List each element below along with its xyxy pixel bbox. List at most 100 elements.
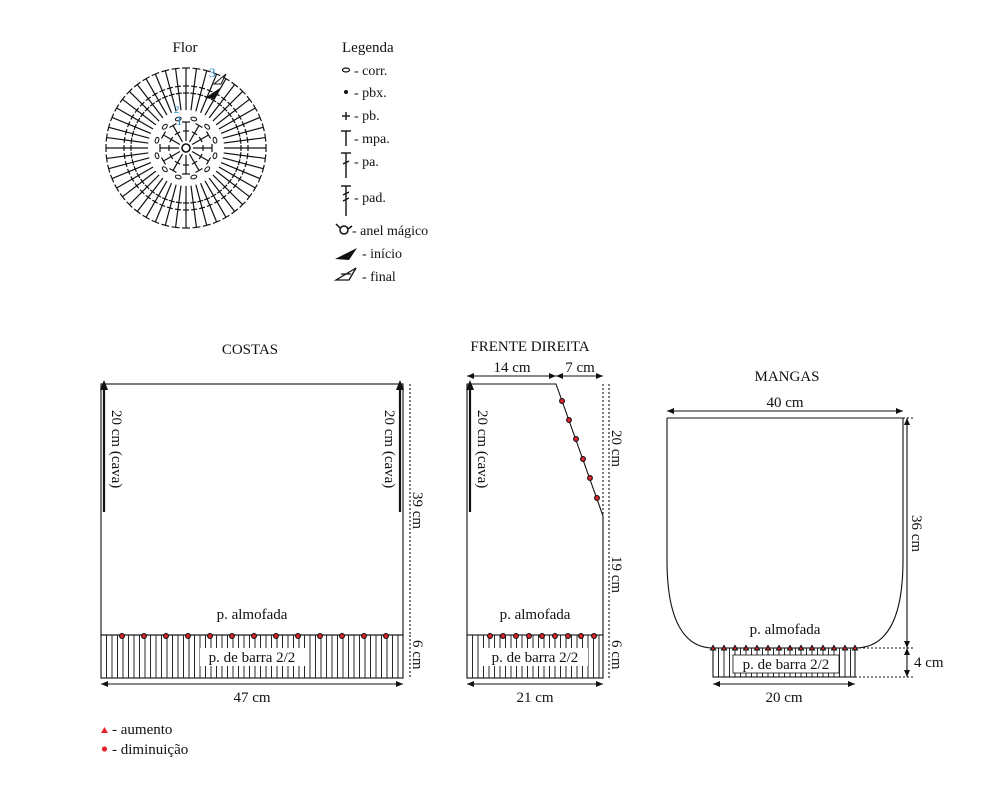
- stitch-line: [227, 111, 232, 118]
- stitch-line: [191, 85, 198, 88]
- stitch-line: [239, 201, 246, 208]
- stitch-line: [168, 199, 175, 203]
- stitch-line: [130, 176, 135, 182]
- stitch-line: [192, 226, 201, 229]
- stitch-line: [130, 152, 133, 159]
- decrease-marker: [207, 633, 213, 639]
- frente-armhole-label: 20 cm (cava): [474, 410, 490, 488]
- stitch-line: [111, 161, 152, 180]
- stitch-line: [174, 208, 181, 211]
- decrease-marker: [539, 633, 545, 639]
- stitch-line: [129, 174, 160, 205]
- stitch-line: [174, 68, 182, 111]
- stitch-line: [227, 101, 233, 107]
- stitch-line: [144, 184, 150, 190]
- half-double-crochet-icon: [341, 130, 351, 146]
- stitch-line: [204, 78, 227, 116]
- decrease-marker: [361, 633, 367, 639]
- decrease-marker: [565, 633, 571, 639]
- stitch-line: [124, 128, 128, 136]
- stitch-line: [171, 67, 180, 70]
- costas-armhole-right-label: 20 cm (cava): [381, 410, 397, 488]
- increase-marker: [830, 644, 838, 651]
- stitch-line: [195, 167, 203, 174]
- stitch-line: [133, 123, 137, 130]
- stitch-line: [220, 161, 261, 180]
- stitch-line: [246, 193, 253, 201]
- stitch-line: [198, 153, 203, 160]
- stitch-line: [116, 166, 154, 189]
- stitch-line: [134, 107, 140, 114]
- stitch-line: [136, 172, 141, 179]
- stitch-line: [218, 166, 256, 189]
- stitch-line: [223, 136, 266, 144]
- costas-width-label: 47 cm: [233, 690, 270, 706]
- stitch-line: [154, 182, 173, 223]
- legend-item-label: - pb.: [354, 109, 380, 124]
- stitch-line: [169, 153, 174, 160]
- stitch-line: [218, 107, 256, 130]
- costas-pattern-label: p. almofada: [217, 607, 288, 623]
- arrowhead: [100, 380, 108, 390]
- stitch-line: [215, 98, 250, 126]
- magic-ring-icon: [335, 223, 353, 235]
- stitch-line: [222, 157, 264, 170]
- frente-top-width-label: 14 cm: [493, 360, 530, 376]
- stitch-line: [206, 89, 213, 93]
- chain-stitch: [174, 116, 182, 122]
- stitch-line: [110, 174, 115, 183]
- increase-marker: [775, 644, 783, 651]
- stitch-line: [161, 69, 170, 73]
- stitch-line: [231, 208, 239, 215]
- stitch-line: [122, 98, 157, 126]
- stitch-line: [126, 88, 133, 95]
- arrowhead: [466, 380, 474, 390]
- stitch-line: [136, 84, 164, 119]
- stitch-line: [216, 189, 223, 194]
- stitch-line: [264, 133, 267, 142]
- stitch-line: [232, 182, 238, 189]
- increase-marker: [797, 644, 805, 651]
- costas-rib-height-label: 6 cm: [409, 640, 425, 670]
- stitch-line: [175, 92, 182, 95]
- increase-marker: [742, 644, 750, 651]
- mangas-rib-band: [712, 647, 856, 678]
- stitch-line: [159, 203, 166, 207]
- stitch-line: [220, 194, 227, 200]
- legend-item-label: - mpa.: [354, 132, 390, 147]
- stitch-line: [140, 178, 145, 185]
- stitch-line: [208, 177, 236, 212]
- decrease-marker: [566, 417, 572, 423]
- stitch-line: [216, 102, 223, 107]
- stitch-line: [175, 201, 182, 204]
- stitch-line: [105, 133, 108, 142]
- stitch-line: [237, 176, 242, 182]
- stitch-line: [106, 136, 149, 144]
- stitch-line: [114, 184, 120, 192]
- stitch-line: [174, 131, 181, 136]
- stitch-line: [246, 95, 253, 103]
- legend-item-label: - anel mágico: [352, 224, 428, 239]
- frente-piece: FRENTE DIREITA 14 cm 7 cm 20 cm (cava) 2…: [466, 339, 624, 706]
- chain-stitch: [204, 166, 211, 173]
- stitch-line: [231, 172, 236, 179]
- stitch-line: [235, 166, 239, 173]
- stitch-line: [237, 130, 241, 137]
- stitch-line: [144, 106, 150, 112]
- decrease-marker: [163, 633, 169, 639]
- round-number-3: 3: [209, 65, 216, 80]
- stitch-line: [232, 107, 238, 114]
- stitch-line: [205, 157, 212, 165]
- stitch-line: [155, 193, 162, 198]
- increase-marker: [709, 644, 717, 651]
- stitch-line: [204, 197, 211, 201]
- stitch-line: [123, 136, 126, 143]
- stitch-line: [199, 182, 218, 223]
- stitch-line: [198, 86, 206, 90]
- stitch-line: [205, 131, 212, 139]
- marker-key: - aumento - diminuição: [101, 722, 188, 758]
- frente-decrease-markers: [559, 398, 600, 501]
- legend-item-label: - pbx.: [354, 86, 387, 101]
- stitch-line: [197, 199, 204, 203]
- round-number-1: 1: [176, 113, 183, 128]
